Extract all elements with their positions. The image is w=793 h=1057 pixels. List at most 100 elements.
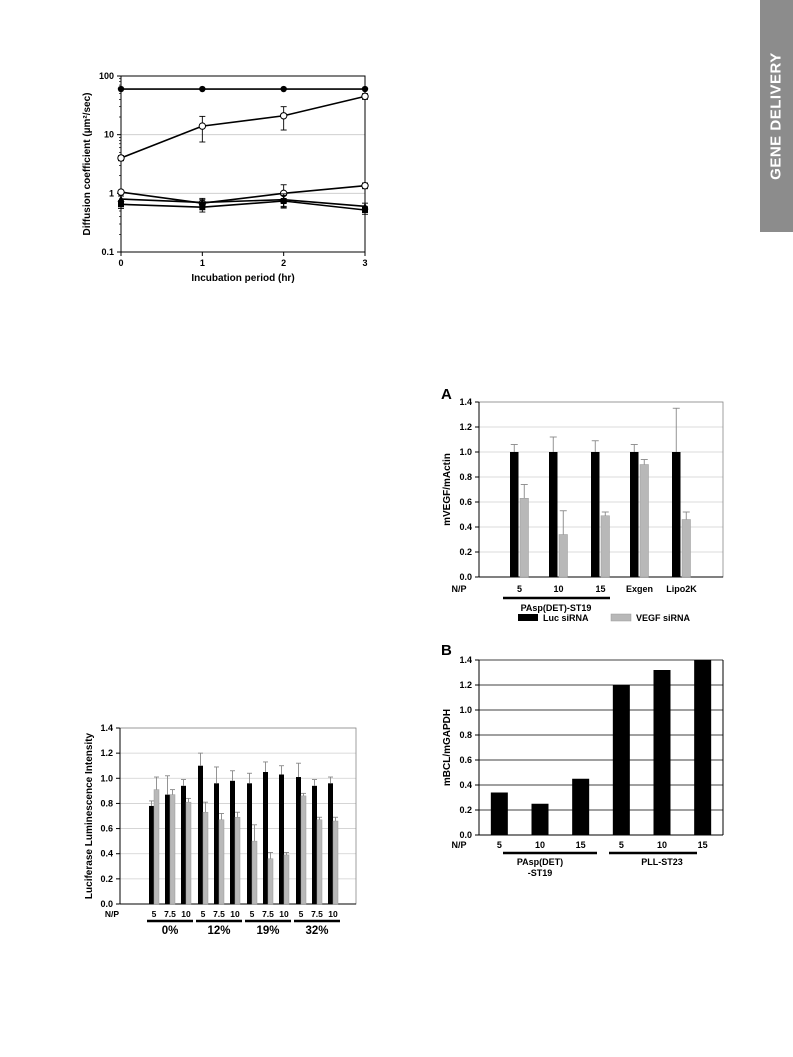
data-point	[117, 154, 125, 162]
bar-gray	[218, 819, 225, 905]
y-tick-label: 1.4	[459, 655, 472, 665]
y-tick-label: 0.4	[100, 849, 113, 859]
x-tick-label: 7.5	[311, 909, 323, 919]
luciferase-chart: 0.00.20.40.60.81.01.21.45 7.5 100%5 7.5 1012…	[84, 723, 357, 937]
plot-frame	[120, 75, 366, 253]
data-point	[362, 206, 368, 213]
group-label-line: PLL-ST23	[641, 857, 683, 867]
bar-black	[198, 765, 203, 904]
bar-black	[312, 785, 317, 904]
data-point	[117, 85, 125, 93]
bar-black	[572, 778, 590, 835]
data-point	[280, 198, 287, 205]
series-line	[120, 184, 366, 204]
y-tick-label: 0.2	[459, 805, 472, 815]
x-tick-label: 10	[230, 909, 240, 919]
y-tick-label: 0.0	[100, 899, 113, 909]
data-point	[118, 201, 124, 208]
y-tick-label: 0.6	[459, 755, 472, 765]
bar-black	[531, 803, 549, 835]
series-line	[120, 198, 366, 208]
x-tick-label: 5	[619, 840, 624, 850]
np-label: N/P	[451, 584, 466, 594]
bar-black	[653, 670, 671, 835]
y-axis-label: mBCL/mGAPDH	[442, 709, 453, 786]
bar-gray	[681, 519, 691, 578]
x-tick-label: Exgen	[626, 584, 653, 594]
group-label-line: PAsp(DET)	[517, 857, 563, 867]
x-axis-label: Incubation period (hr)	[191, 273, 294, 284]
series-line	[120, 95, 366, 159]
y-tick-label: 0.2	[459, 547, 472, 557]
x-tick-label: 15	[698, 840, 708, 850]
x-tick-label: 7.5	[262, 909, 274, 919]
x-tick-label: 10	[657, 840, 667, 850]
y-axis-label: Luciferase Luminescence Intensity	[84, 732, 95, 899]
bar-black	[672, 452, 681, 577]
np-label: N/P	[451, 840, 466, 850]
bar-black	[510, 452, 519, 577]
bar-black	[247, 783, 252, 904]
y-tick-label: 0.6	[100, 824, 113, 834]
y-tick-label: 0.0	[459, 830, 472, 840]
bar-gray	[283, 854, 290, 905]
x-tick-label: 5	[517, 584, 522, 594]
y-tick-label: 1	[109, 188, 114, 198]
y-tick-label: 1.0	[459, 447, 472, 457]
y-tick-label: 1.4	[100, 723, 113, 733]
bar-gray	[300, 795, 307, 905]
bar-black	[214, 783, 219, 904]
y-tick-label: 0.4	[459, 780, 472, 790]
data-point	[198, 122, 207, 130]
y-tick-label: 0.6	[459, 497, 472, 507]
vegf-chart: 0.0 0.2 0.4 0.6 0.8 1.0 1.2 1.4 5 10 15 Exgen Lipo2K…	[442, 397, 724, 623]
group-label: 0%	[162, 925, 179, 937]
bar-black	[181, 785, 186, 904]
panel-label-a: A	[441, 386, 452, 403]
y-tick-label: 1.2	[459, 680, 472, 690]
bar-gray	[639, 464, 649, 578]
bar-black	[328, 783, 333, 904]
data-point	[280, 85, 287, 93]
bar-black	[630, 452, 639, 577]
x-tick-label: 7.5	[164, 909, 176, 919]
bar-gray	[169, 794, 176, 905]
y-tick-label: 1.2	[100, 748, 113, 758]
side-tab	[760, 0, 793, 232]
x-tick-label: 5	[152, 909, 157, 919]
bar-gray	[185, 801, 192, 905]
y-tick-label: 0.8	[459, 730, 472, 740]
y-tick-label: 10	[104, 130, 114, 140]
x-tick-label: 5	[497, 840, 502, 850]
data-point	[117, 188, 125, 196]
group-label: 32%	[305, 925, 328, 937]
bar-black	[165, 794, 170, 904]
legend-label: Luc siRNA	[543, 613, 589, 623]
group-label-line: -ST19	[528, 868, 553, 878]
bar-black	[549, 452, 558, 577]
data-point	[199, 204, 206, 211]
group-label: 12%	[207, 925, 230, 937]
y-tick-label: 0.0	[459, 572, 472, 582]
data-point	[361, 85, 369, 93]
legend-label: VEGF siRNA	[636, 613, 691, 623]
series-line	[120, 200, 366, 211]
bar-gray	[251, 840, 258, 905]
bar-black	[591, 452, 600, 577]
bar-gray	[202, 811, 209, 905]
data-point	[361, 92, 369, 101]
legend-swatch	[518, 614, 538, 621]
np-label: N/P	[105, 909, 120, 919]
x-tick-label: 10	[181, 909, 191, 919]
bar-black	[490, 792, 508, 835]
bar-black	[612, 685, 630, 835]
y-tick-label: 1.0	[100, 773, 113, 783]
bcl-chart: 0.0 0.2 0.4 0.6 0.8 1.0 1.2 1.4 5 10 15 5 10 15 PAsp(D…	[442, 655, 724, 878]
y-tick-label: 1.4	[459, 397, 472, 407]
y-axis-label: Diffusion coefficient (µm²/sec)	[82, 93, 93, 236]
bar-black	[279, 774, 284, 904]
x-tick-label: 10	[535, 840, 545, 850]
data-point	[199, 85, 206, 93]
y-tick-label: 1.2	[459, 422, 472, 432]
